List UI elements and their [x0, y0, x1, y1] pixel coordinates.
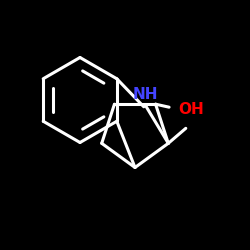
- Text: NH: NH: [132, 87, 158, 102]
- Text: OH: OH: [178, 102, 204, 117]
